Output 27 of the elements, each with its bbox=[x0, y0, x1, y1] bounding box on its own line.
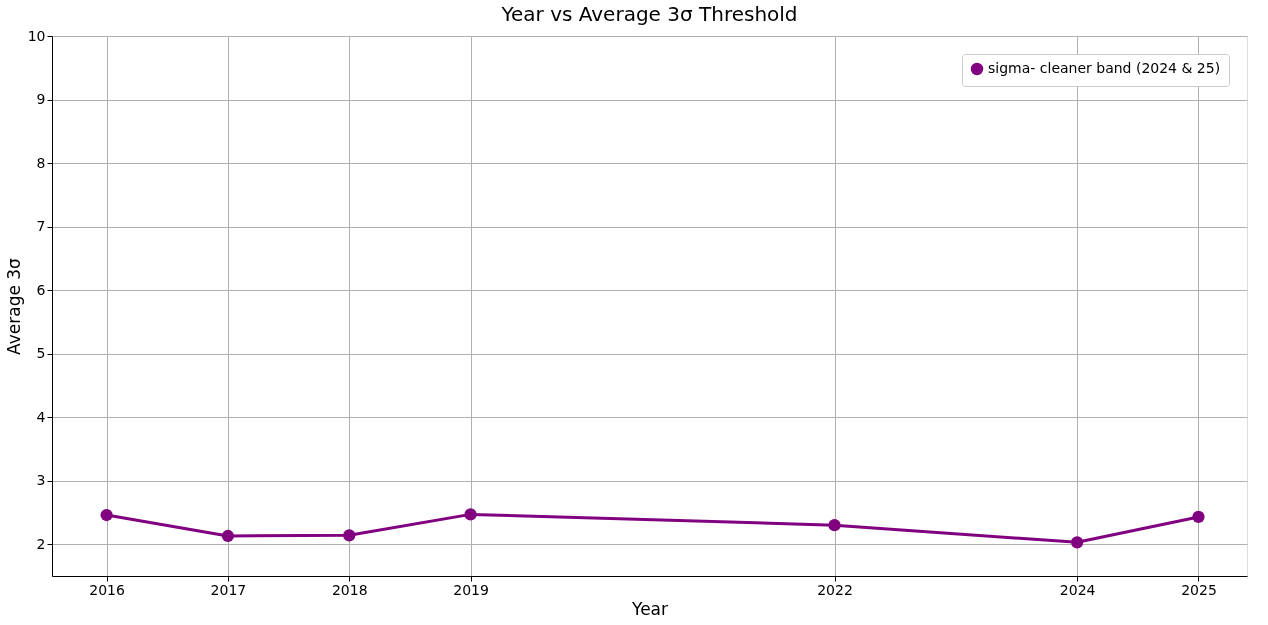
x-tick-label: 2016 bbox=[89, 581, 125, 598]
point bbox=[1192, 510, 1205, 524]
y-tick-label: 2 bbox=[36, 535, 46, 552]
point bbox=[828, 519, 841, 532]
y-tick-label: 5 bbox=[36, 345, 46, 362]
y-tick-label: 7 bbox=[36, 218, 46, 235]
y-tick-label: 10 bbox=[27, 27, 46, 44]
x-tick-label: 2024 bbox=[1059, 581, 1096, 598]
x-axis-title: Year bbox=[631, 598, 668, 619]
y-tick-label: 9 bbox=[36, 91, 46, 108]
point bbox=[1071, 536, 1084, 549]
point bbox=[464, 508, 477, 521]
y-axis-title: Average 3σ bbox=[3, 257, 24, 355]
y-tick-label: 8 bbox=[36, 154, 46, 171]
y-tick-label: 6 bbox=[36, 281, 46, 298]
x-tick-label: 2017 bbox=[210, 581, 247, 598]
x-tick-label: 2022 bbox=[817, 581, 853, 598]
point bbox=[343, 529, 356, 542]
x-tick-label: 2025 bbox=[1181, 581, 1217, 598]
point bbox=[100, 508, 113, 522]
legend-label: sigma- cleaner band (2024 & 25) bbox=[988, 60, 1221, 76]
point bbox=[221, 529, 235, 543]
y-tick-label: 4 bbox=[36, 408, 46, 425]
x-tick-label: 2018 bbox=[331, 581, 368, 598]
y-tick-label: 3 bbox=[36, 472, 46, 489]
chart-title: Year vs Average 3σ Threshold bbox=[500, 2, 798, 26]
x-tick-label: 2019 bbox=[453, 581, 489, 598]
